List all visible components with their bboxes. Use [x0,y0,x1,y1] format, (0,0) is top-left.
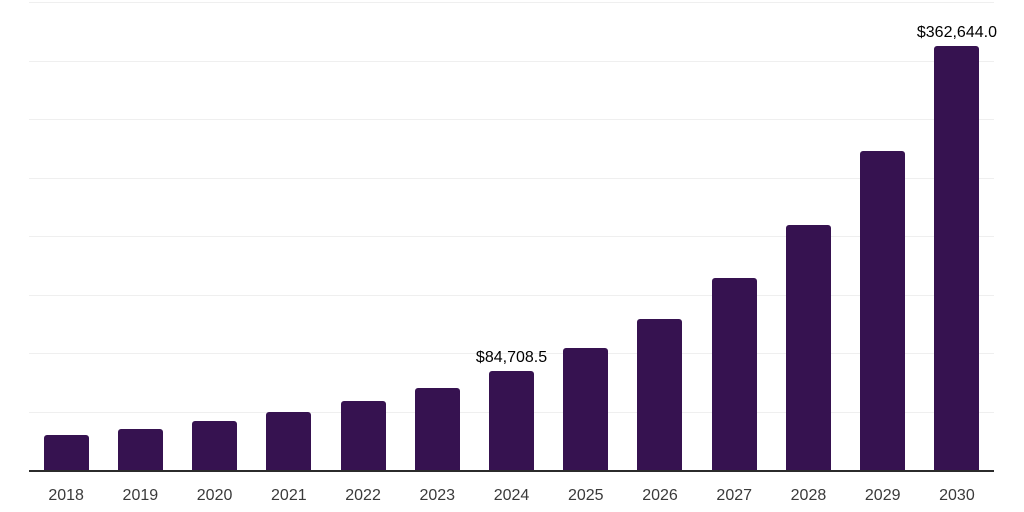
x-tick-2029: 2029 [864,487,901,504]
bar-2019 [117,429,163,470]
gridline [29,119,994,120]
gridline [29,353,994,354]
bar-2023 [414,388,460,470]
band-2029 [846,2,920,470]
bar-2020 [192,421,238,470]
band-2026 [623,2,697,470]
bar-2022 [340,401,386,470]
band-2018 [29,2,103,470]
bar-2029 [860,150,906,470]
band-2027 [697,2,771,470]
band-2022 [326,2,400,470]
x-tick-2027: 2027 [716,487,753,504]
band-2023 [400,2,474,470]
gridline [29,2,994,3]
x-tick-2028: 2028 [790,487,827,504]
bar-2018 [43,435,89,470]
band-2028 [771,2,845,470]
bar-2025 [563,348,609,470]
bar-2030 [934,45,980,470]
plot-area: $84,708.5 $362,644.0 [29,2,997,470]
band-2025 [549,2,623,470]
gridline [29,177,994,179]
gridline [29,236,994,237]
x-tick-2019: 2019 [122,487,159,504]
x-tick-2023: 2023 [419,487,456,504]
x-tick-2025: 2025 [567,487,604,504]
x-tick-2024: 2024 [493,487,530,504]
gridline [29,294,994,296]
bar-2021 [266,411,312,470]
band-2020 [177,2,251,470]
bar-value-label-2030: $362,644.0 [916,23,997,41]
bar-2026 [637,318,683,470]
bar-2028 [785,225,831,470]
x-tick-2030: 2030 [939,487,975,504]
band-2021 [252,2,326,470]
band-2019 [103,2,177,470]
x-tick-2020: 2020 [196,487,233,504]
band-2030: $362,644.0 [916,2,997,470]
bar-2027 [711,278,757,470]
x-axis-line [29,470,994,472]
bar-2024 [489,370,535,470]
x-tick-2018: 2018 [48,487,84,504]
x-tick-2026: 2026 [642,487,678,504]
x-tick-2021: 2021 [271,487,307,504]
x-axis-labels: 2018 2019 2020 2021 2022 2023 2024 2025 2026 2027… [29,483,994,505]
band-2024: $84,708.5 [474,2,548,470]
x-tick-2022: 2022 [345,487,381,504]
gridline [29,60,994,62]
bar-value-label-2024: $84,708.5 [475,348,548,366]
bars-container: $84,708.5 $362,644.0 [29,2,997,470]
